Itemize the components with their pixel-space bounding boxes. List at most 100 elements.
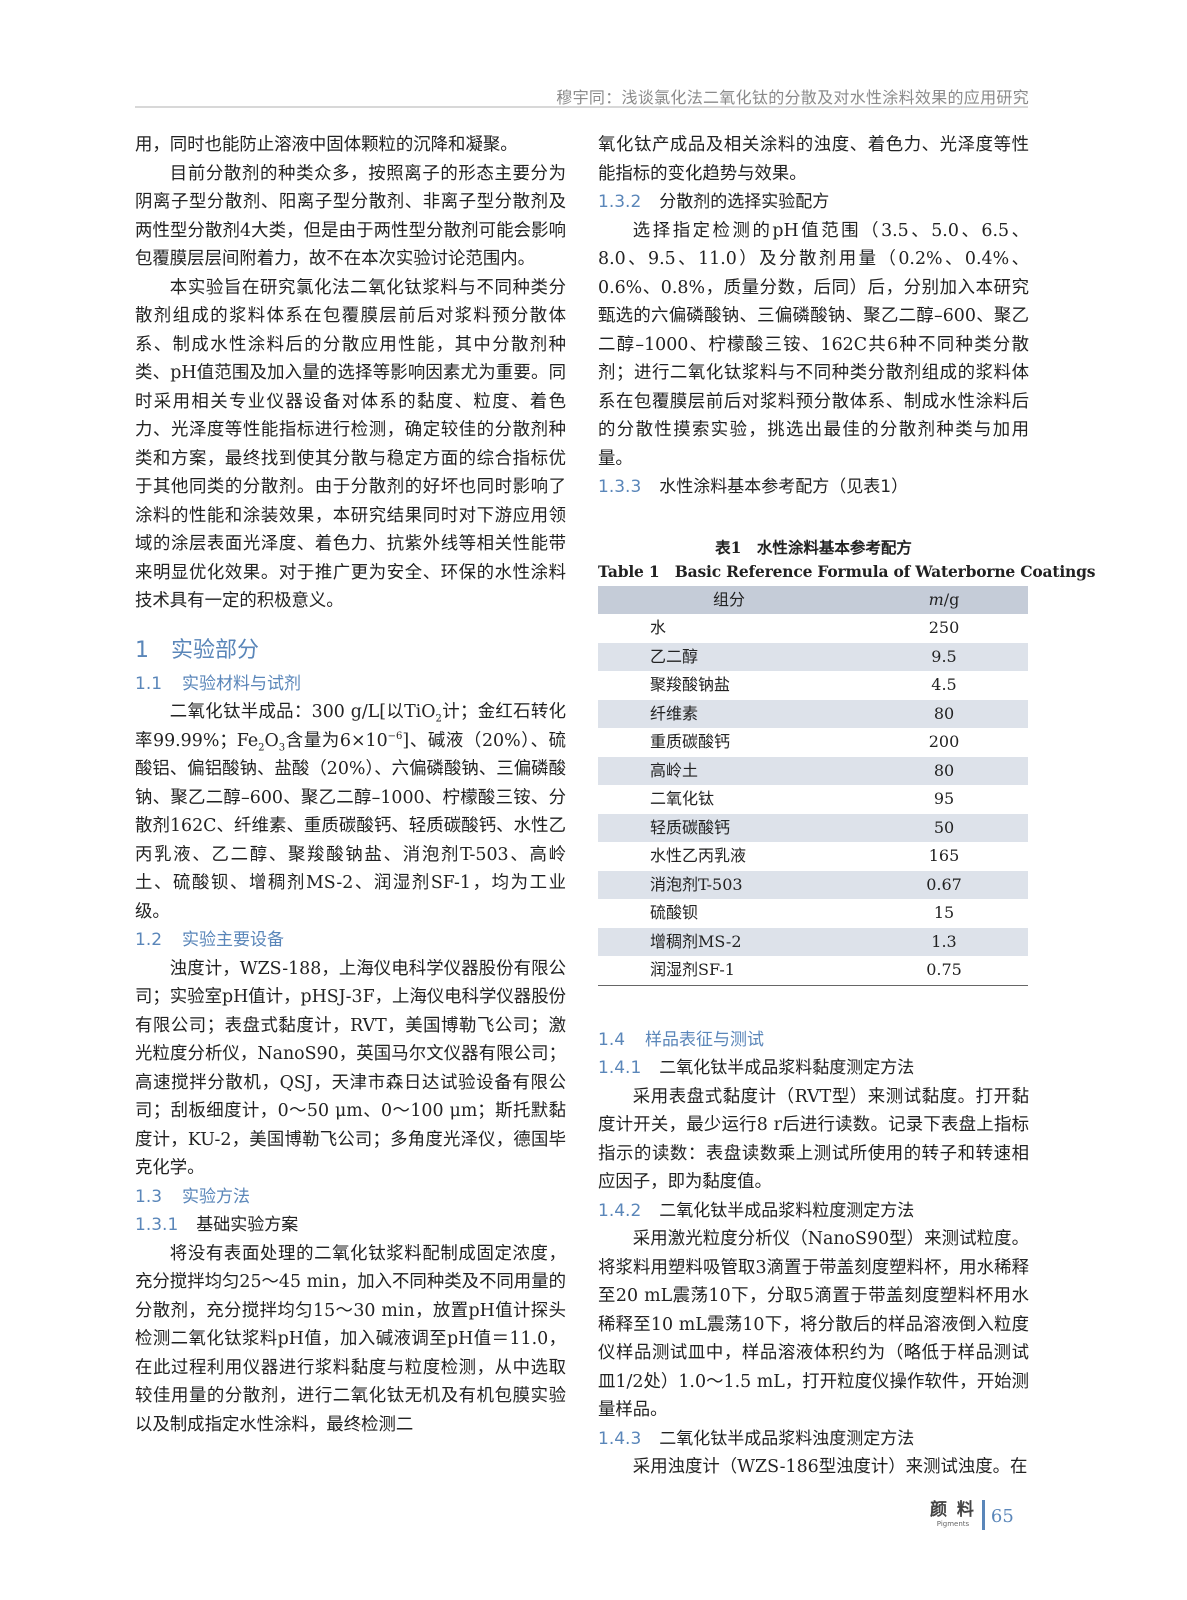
section-number: 1.4 [598,1029,626,1050]
text: 计；金红石转化率99.99%；Fe [135,702,566,751]
section-number: 1.4.1 [598,1058,642,1078]
table-row: 消泡剂T-503 0.67 [598,870,1028,899]
section-title: 实验主要设备 [182,930,285,950]
subscript: 3 [278,741,286,753]
text: 二氧化钛半成品：300 g/L[以TiO [169,702,436,722]
section-heading-1-3-3: 1.3.3 水性涂料基本参考配方（见表1） [598,473,1029,502]
section-title: 实验方法 [182,1186,251,1207]
section-title: 样品表征与测试 [645,1029,765,1050]
page-number: 65 [990,1506,1014,1527]
component-cell: 轻质碳酸钙 [598,813,860,842]
section-title: 分散剂的选择实验配方 [659,192,830,212]
table-row: 水 250 [598,614,1028,643]
paragraph: 采用浊度计（WZS-186型浊度计）来测试浊度。在 [632,1457,1028,1477]
column-header-component: 组分 [598,585,860,614]
component-cell: 聚羧酸钠盐 [650,675,731,694]
table-row: 纤维素 80 [598,699,1028,728]
section-title: 二氧化钛半成品浆料黏度测定方法 [659,1058,915,1078]
section-title: 二氧化钛半成品浆料浊度测定方法 [659,1428,915,1449]
table-caption-cn: 表1 水性涂料基本参考配方 [715,537,912,557]
journal-name: 颜 料 [930,1500,976,1520]
subscript: 2 [258,741,265,753]
component-cell: 重质碳酸钙 [650,732,731,751]
mass-cell: 80 [860,699,1028,728]
footer-divider [981,1500,985,1530]
journal-name-en: Pigments [936,1520,970,1528]
section-number: 1 [135,637,149,663]
text: ]、碱液（20%）、硫酸铝、偏铝酸钠、盐酸（20%）、六偏磷酸钠、三偏磷酸钠、聚… [135,730,566,922]
mass-cell: 165 [928,846,960,865]
table-row: 轻质碳酸钙 50 [598,813,1028,842]
paragraph: 将没有表面处理的二氧化钛浆料配制成固定浓度，充分搅拌均匀25～45 min，加入… [135,1243,566,1435]
mass-cell: 0.75 [926,960,962,979]
mass-cell: 15 [933,903,955,922]
section-title: 二氧化钛半成品浆料粒度测定方法 [659,1200,915,1221]
table-row: 硫酸钡 15 [598,899,1028,928]
section-number: 1.1 [135,673,163,694]
paragraph: 氧化钛产成品及相关涂料的浊度、着色力、光泽度等性能指标的变化趋势与效果。 [598,135,1029,184]
paragraph: 采用表盘式黏度计（RVT型）来测试黏度。打开黏度计开关，最少运行8 r后进行读数… [598,1086,1029,1193]
component-cell: 增稠剂MS-2 [598,927,860,956]
right-column: 氧化钛产成品及相关涂料的浊度、着色力、光泽度等性能指标的变化趋势与效果。 1.3… [598,131,1096,1482]
section-number: 1.3.3 [598,477,642,497]
component-cell: 水 [650,618,667,637]
table-row: 润湿剂SF-1 0.75 [598,956,1028,985]
page-footer: 颜 料 Pigments 65 [930,1500,1014,1530]
component-cell: 消泡剂T-503 [598,870,860,899]
component-cell: 水性乙丙乳液 [650,846,747,865]
table-row: 高岭土 80 [598,756,1028,785]
component-cell: 润湿剂SF-1 [650,960,735,979]
paragraph: 浊度计，WZS-188，上海仪电科学仪器股份有限公司；实验室pH值计，pHSJ-… [135,958,566,1179]
component-cell: 乙二醇 [598,642,860,671]
section-heading-1-3-2: 1.3.2 分散剂的选择实验配方 [598,188,1029,217]
mass-cell: 9.5 [860,642,1028,671]
section-heading-1-1: 1.1 实验材料与试剂 [135,670,566,699]
header-rule [135,106,1028,108]
section-heading-1-4-1: 1.4.1 二氧化钛半成品浆料黏度测定方法 [598,1054,1029,1083]
section-number: 1.3 [135,1186,163,1207]
table-row: 水性乙丙乳液 165 [598,842,1028,871]
running-head: 穆宇同：浅谈氯化法二氧化钛的分散及对水性涂料效果的应用研究 [556,88,1029,107]
mass-cell: 250 [928,618,960,637]
text: 含量为6×10 [285,730,388,751]
section-heading-1-4-3: 1.4.3 二氧化钛半成品浆料浊度测定方法 [598,1425,1029,1454]
table-row: 二氧化钛 95 [598,785,1028,814]
paragraph: 本实验旨在研究氯化法二氧化钛浆料与不同种类分散剂组成的浆料体系在包覆膜层前后对浆… [135,277,566,612]
mass-cell: 200 [928,732,960,751]
section-number: 1.3.1 [135,1215,179,1235]
component-cell: 二氧化钛 [650,789,715,808]
section-title: 实验部分 [171,637,260,663]
mass-cell: 50 [860,813,1028,842]
section-title: 水性涂料基本参考配方（见表1） [659,477,909,497]
mass-cell: 0.67 [860,870,1028,899]
paragraph: 选择指定检测的pH值范围（3.5、5.0、6.5、8.0、9.5、11.0）及分… [598,220,1029,469]
component-cell: 高岭土 [598,756,860,785]
mass-cell: 80 [860,756,1028,785]
section-heading-1: 1 实验部分 [135,636,566,666]
table-caption-en: Table 1 Basic Reference Formula of Water… [598,561,1096,581]
formula-table: 组分 m/g 水 250 乙二醇 9.5 聚羧酸钠盐 4.5 纤维素 80 重质碳酸钙 200 高岭… [598,585,1028,986]
journal-logo: 颜 料 Pigments [930,1500,976,1529]
section-title: 基础实验方案 [196,1215,299,1235]
mass-cell: 1.3 [860,927,1028,956]
mass-symbol: m [928,589,944,609]
column-header-mass: m/g [860,585,1028,614]
section-heading-1-3-1: 1.3.1 基础实验方案 [135,1211,566,1240]
section-number: 1.3.2 [598,192,642,212]
table-header-row: 组分 m/g [598,585,1028,614]
section-heading-1-3: 1.3 实验方法 [135,1183,566,1212]
table-row: 乙二醇 9.5 [598,642,1028,671]
section-number: 1.4.3 [598,1428,642,1449]
section-number: 1.2 [135,930,163,950]
section-title: 实验材料与试剂 [182,673,302,694]
paragraph-materials: 二氧化钛半成品：300 g/L[以TiO2计；金红石转化率99.99%；Fe2O… [135,698,566,926]
section-number: 1.4.2 [598,1200,642,1221]
paragraph: 采用激光粒度分析仪（NanoS90型）来测试粒度。将浆料用塑料吸管取3滴置于带盖… [598,1229,1029,1420]
component-cell: 纤维素 [598,699,860,728]
subscript: 2 [435,713,442,725]
paragraph: 用，同时也能防止溶液中固体颗粒的沉降和凝聚。 [135,135,518,155]
table-row: 重质碳酸钙 200 [598,728,1028,757]
section-heading-1-4-2: 1.4.2 二氧化钛半成品浆料粒度测定方法 [598,1197,1029,1226]
mass-cell: 4.5 [931,675,957,694]
superscript: −6 [387,730,403,742]
